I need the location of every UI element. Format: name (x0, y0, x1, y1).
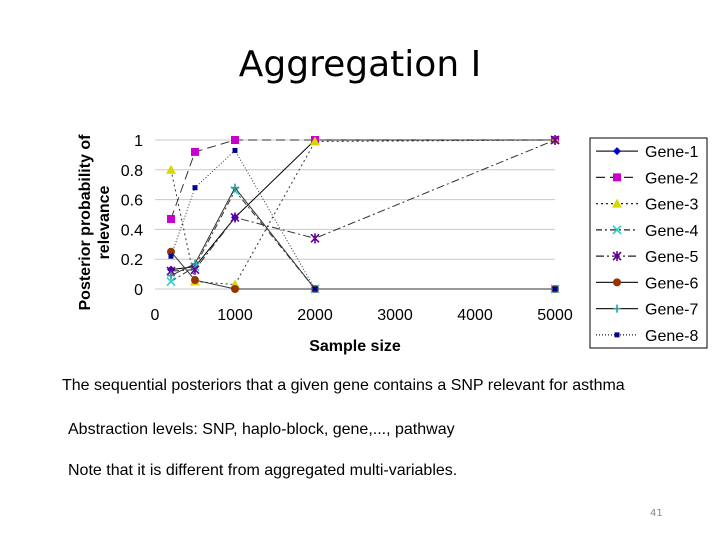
caption-note: Note that it is different from aggregate… (68, 462, 458, 479)
legend-label: Gene-6 (645, 275, 698, 292)
data-point (166, 164, 176, 174)
x-tick-label: 1000 (217, 307, 253, 324)
data-point (312, 286, 318, 292)
y-tick-label: 0.2 (121, 252, 143, 269)
x-tick-label: 4000 (457, 307, 493, 324)
data-point (310, 136, 320, 146)
legend-label: Gene-4 (645, 223, 698, 240)
legend-item: Gene-7 (596, 302, 698, 319)
legend-marker (614, 332, 620, 338)
legend-marker (612, 225, 622, 235)
caption-sequential-posteriors: The sequential posteriors that a given g… (62, 377, 625, 394)
legend-marker (613, 278, 621, 287)
data-point (232, 147, 238, 153)
x-tick-label: 0 (151, 307, 160, 324)
legend-item: Gene-5 (596, 249, 698, 266)
y-tick-label: 0.4 (121, 222, 143, 239)
x-axis-label: Sample size (309, 338, 401, 355)
legend-marker (613, 304, 621, 313)
data-point (167, 214, 175, 223)
legend-marker (613, 173, 621, 182)
legend-marker (613, 147, 621, 156)
series-gene-6 (167, 247, 559, 293)
legend-label: Gene-7 (645, 302, 698, 319)
data-point (231, 136, 239, 144)
slide-title: Aggregation I (238, 44, 482, 85)
legend-marker (612, 198, 622, 208)
y-tick-label: 1 (134, 133, 143, 150)
legend-item: Gene-3 (596, 197, 698, 214)
data-point (192, 185, 198, 191)
x-tick-label: 3000 (377, 307, 413, 324)
x-tick-label: 2000 (297, 307, 333, 324)
data-point (191, 259, 199, 268)
data-point (550, 135, 560, 145)
series-line (170, 139, 556, 286)
legend-label: Gene-2 (645, 170, 698, 187)
data-point (231, 183, 239, 192)
x-tick-label: 5000 (537, 307, 573, 324)
legend-label: Gene-8 (645, 328, 698, 345)
legend-label: Gene-3 (645, 197, 698, 214)
series-gene-2 (167, 136, 559, 223)
data-point (230, 212, 240, 223)
y-tick-label: 0.8 (121, 163, 143, 180)
legend-item: Gene-1 (596, 144, 698, 161)
y-tick-label: 0.6 (121, 193, 143, 210)
data-point (168, 253, 174, 259)
data-point (191, 276, 199, 285)
series-line (170, 189, 555, 290)
series-line (170, 149, 555, 290)
series-line (170, 251, 555, 290)
page-number: 41 (650, 508, 663, 519)
legend-label: Gene-1 (645, 144, 698, 161)
legend-item: Gene-6 (596, 275, 698, 292)
legend-item: Gene-8 (596, 328, 698, 345)
series-gene-8 (168, 147, 558, 292)
series-gene-4 (166, 186, 560, 294)
legend-item: Gene-4 (596, 223, 698, 240)
caption-abstraction-levels: Abstraction levels: SNP, haplo-block, ge… (68, 421, 455, 438)
data-point (552, 286, 558, 292)
data-point (310, 233, 320, 244)
y-tick-label: 0 (134, 282, 143, 299)
legend-box (589, 137, 708, 349)
data-point (231, 285, 239, 293)
data-point (167, 271, 175, 280)
series-gene-3 (166, 135, 560, 289)
legend-item: Gene-2 (596, 170, 698, 187)
series-line (170, 139, 556, 272)
series-line (170, 139, 555, 220)
legend-marker (612, 251, 622, 262)
series-line (170, 139, 555, 271)
y-axis-label: Posterior probability of relevance (77, 134, 113, 311)
data-point (191, 147, 199, 156)
legend-label: Gene-5 (645, 249, 698, 266)
data-point (166, 276, 176, 287)
chart: 0 0.2 0.4 0.6 0.8 1 0 1000 2000 3000 4000 5000 Sampl… (77, 133, 708, 355)
